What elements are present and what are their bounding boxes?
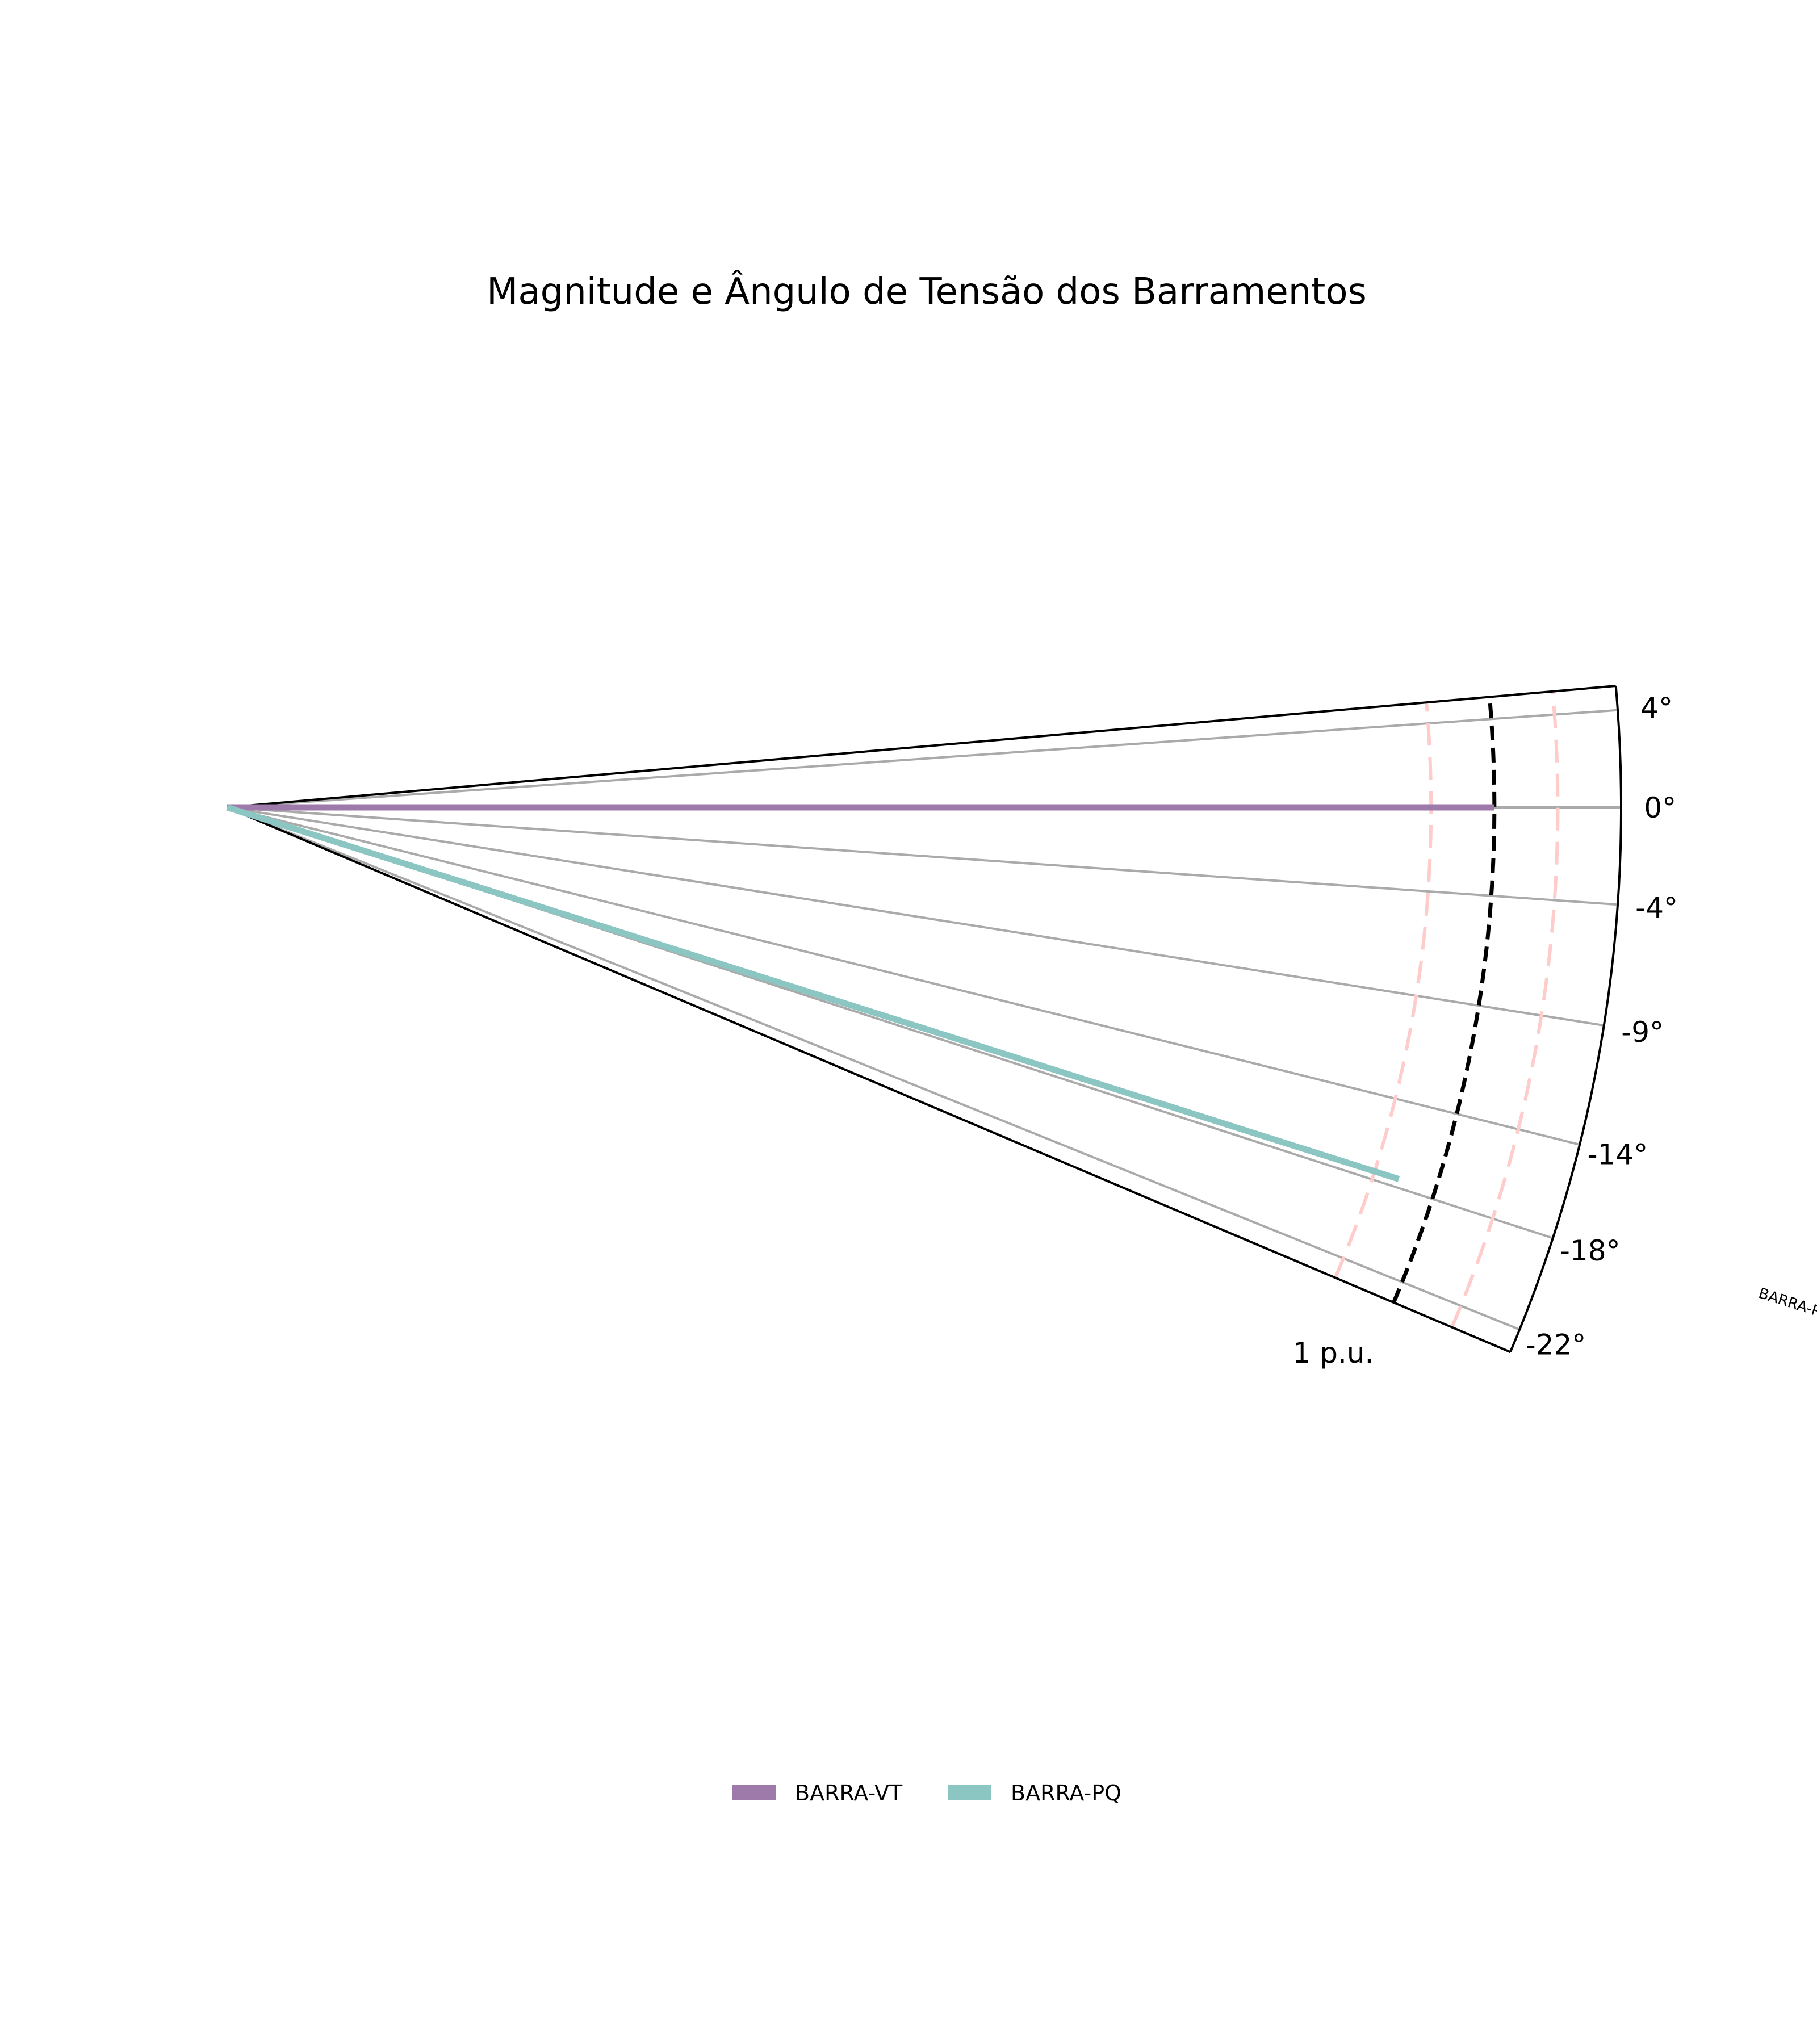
legend-label: BARRA-VT: [795, 1781, 903, 1806]
series-layer: [226, 804, 1494, 1182]
theta-tick-label: -18°: [1560, 1234, 1621, 1267]
legend: BARRA-VT BARRA-PQ: [732, 1781, 1121, 1806]
theta-tick-label: -22°: [1526, 1328, 1586, 1361]
grid-line: [227, 806, 1605, 1027]
theta-tick-label: -4°: [1635, 891, 1678, 924]
theta-tick-label: -9°: [1621, 1016, 1664, 1049]
limit-circle: [1450, 691, 1560, 1328]
radial-circles: [1333, 691, 1560, 1328]
angular-grid: [227, 709, 1621, 1331]
legend-swatch: [948, 1785, 991, 1800]
series-vector-1: [226, 804, 1400, 1182]
bus-label: BARRA-PQ: [1756, 1285, 1817, 1324]
theta-tick-label: 0°: [1644, 791, 1676, 824]
theta-tick-label: -14°: [1587, 1138, 1648, 1171]
theta-tick-labels: 4° 0° -4° -9° -14° -18° -22°: [1526, 692, 1678, 1361]
reference-circle: [1392, 697, 1497, 1304]
sector-frame: [227, 685, 1622, 1354]
grid-line: [227, 806, 1618, 906]
sector-edge-bottom: [227, 806, 1511, 1354]
chart-title: Magnitude e Ângulo de Tensão dos Barrame…: [487, 270, 1367, 313]
radial-reference-label: 1 p.u.: [1293, 1337, 1374, 1369]
grid-line: [227, 709, 1618, 809]
legend-label: BARRA-PQ: [1011, 1781, 1121, 1806]
grid-line: [227, 806, 1520, 1331]
legend-swatch: [732, 1785, 776, 1800]
sector-edge-top: [227, 685, 1616, 809]
grid-line: [227, 806, 1580, 1146]
theta-tick-label: 4°: [1640, 692, 1673, 724]
limit-circle: [1333, 702, 1433, 1279]
sector-outer-arc: [1509, 685, 1622, 1352]
